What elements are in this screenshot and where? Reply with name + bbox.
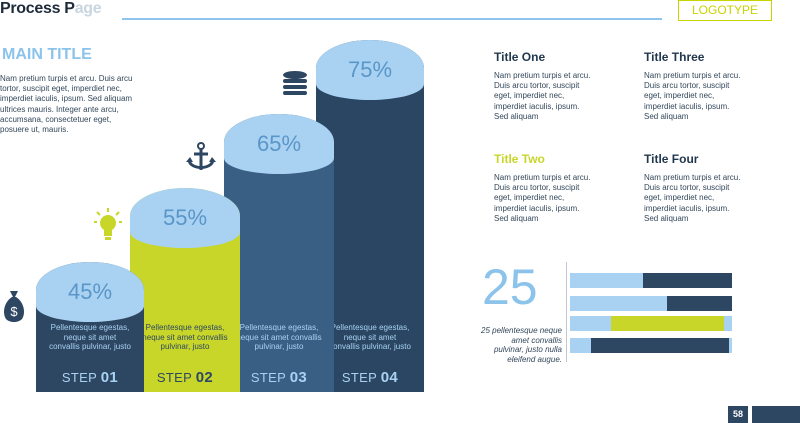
svg-text:$: $ bbox=[10, 304, 18, 319]
lightbulb-icon bbox=[94, 208, 122, 247]
title-four-body: Nam pretium turpis et arcu. Duis arcu to… bbox=[644, 173, 741, 223]
step-description: Pellentesque egestas, neque sit amet con… bbox=[329, 323, 411, 351]
step-label: STEP 01 bbox=[36, 369, 144, 386]
step-column: 65% Pellentesque egestas, neque sit amet … bbox=[224, 114, 334, 392]
step-label: STEP 03 bbox=[224, 369, 334, 386]
title-three-body: Nam pretium turpis et arcu. Duis arcu to… bbox=[644, 71, 741, 121]
step-percent: 75% bbox=[316, 40, 424, 100]
step-number: 04 bbox=[380, 369, 399, 386]
step-number: 02 bbox=[195, 369, 214, 386]
page-number: 58 bbox=[728, 406, 748, 423]
title-three: Title Three bbox=[644, 50, 705, 64]
stat-description: 25 pellentesque neque amet convallis pul… bbox=[481, 326, 562, 364]
step-word: STEP bbox=[61, 370, 101, 385]
title-two-body: Nam pretium turpis et arcu. Duis arcu to… bbox=[494, 173, 591, 223]
money-bag-icon: $ bbox=[2, 287, 26, 328]
step-column: 55% Pellentesque egestas, neque sit amet … bbox=[130, 188, 240, 392]
main-title: MAIN TITLE bbox=[2, 46, 92, 63]
footer-bar bbox=[752, 406, 800, 423]
hbar-track bbox=[570, 338, 732, 353]
hbar-fill bbox=[667, 296, 732, 311]
step-label: STEP 04 bbox=[316, 369, 424, 386]
hbar-track bbox=[570, 273, 732, 288]
bars-axis bbox=[566, 262, 567, 362]
title-two: Title Two bbox=[494, 152, 545, 166]
hbar-track bbox=[570, 296, 732, 311]
step-word: STEP bbox=[250, 370, 290, 385]
title-four-dot bbox=[622, 152, 634, 164]
step-word: STEP bbox=[341, 370, 381, 385]
header-title-main: Process P bbox=[0, 0, 75, 17]
page-header-title: Process Page bbox=[0, 0, 102, 18]
hbar-fill bbox=[591, 338, 729, 353]
step-percent: 45% bbox=[36, 262, 144, 322]
logotype-badge: LOGOTYPE bbox=[678, 0, 772, 21]
header-title-faded: age bbox=[74, 0, 102, 17]
main-body-text: Nam pretium turpis et arcu. Duis arcu to… bbox=[0, 74, 133, 135]
anchor-icon bbox=[186, 142, 216, 179]
step-percent: 55% bbox=[130, 188, 240, 248]
title-one-body: Nam pretium turpis et arcu. Duis arcu to… bbox=[494, 71, 591, 121]
title-three-dot bbox=[622, 50, 634, 62]
title-one: Title One bbox=[494, 50, 546, 64]
title-one-dot bbox=[474, 50, 486, 62]
hbar-fill bbox=[643, 273, 732, 288]
step-description: Pellentesque egestas, neque sit amet con… bbox=[142, 323, 228, 351]
hbar-fill bbox=[611, 316, 724, 331]
step-label: STEP 02 bbox=[130, 369, 240, 386]
stat-number: 25 bbox=[482, 259, 538, 315]
step-number: 01 bbox=[100, 369, 119, 386]
step-description: Pellentesque egestas, neque sit amet con… bbox=[236, 323, 322, 351]
step-percent: 65% bbox=[224, 114, 334, 174]
header-divider bbox=[122, 18, 662, 20]
step-column: 75% Pellentesque egestas, neque sit amet … bbox=[316, 40, 424, 392]
step-number: 03 bbox=[289, 369, 308, 386]
title-two-dot bbox=[474, 152, 486, 164]
title-four: Title Four bbox=[644, 152, 699, 166]
step-word: STEP bbox=[156, 370, 196, 385]
hbar-track bbox=[570, 316, 732, 331]
step-description: Pellentesque egestas, neque sit amet con… bbox=[49, 323, 131, 351]
coins-icon bbox=[282, 70, 308, 103]
step-column: 45% Pellentesque egestas, neque sit amet … bbox=[36, 262, 144, 392]
